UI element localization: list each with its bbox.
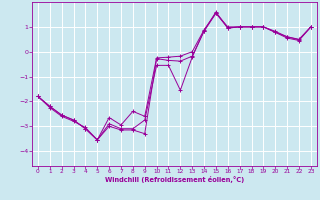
X-axis label: Windchill (Refroidissement éolien,°C): Windchill (Refroidissement éolien,°C) xyxy=(105,176,244,183)
